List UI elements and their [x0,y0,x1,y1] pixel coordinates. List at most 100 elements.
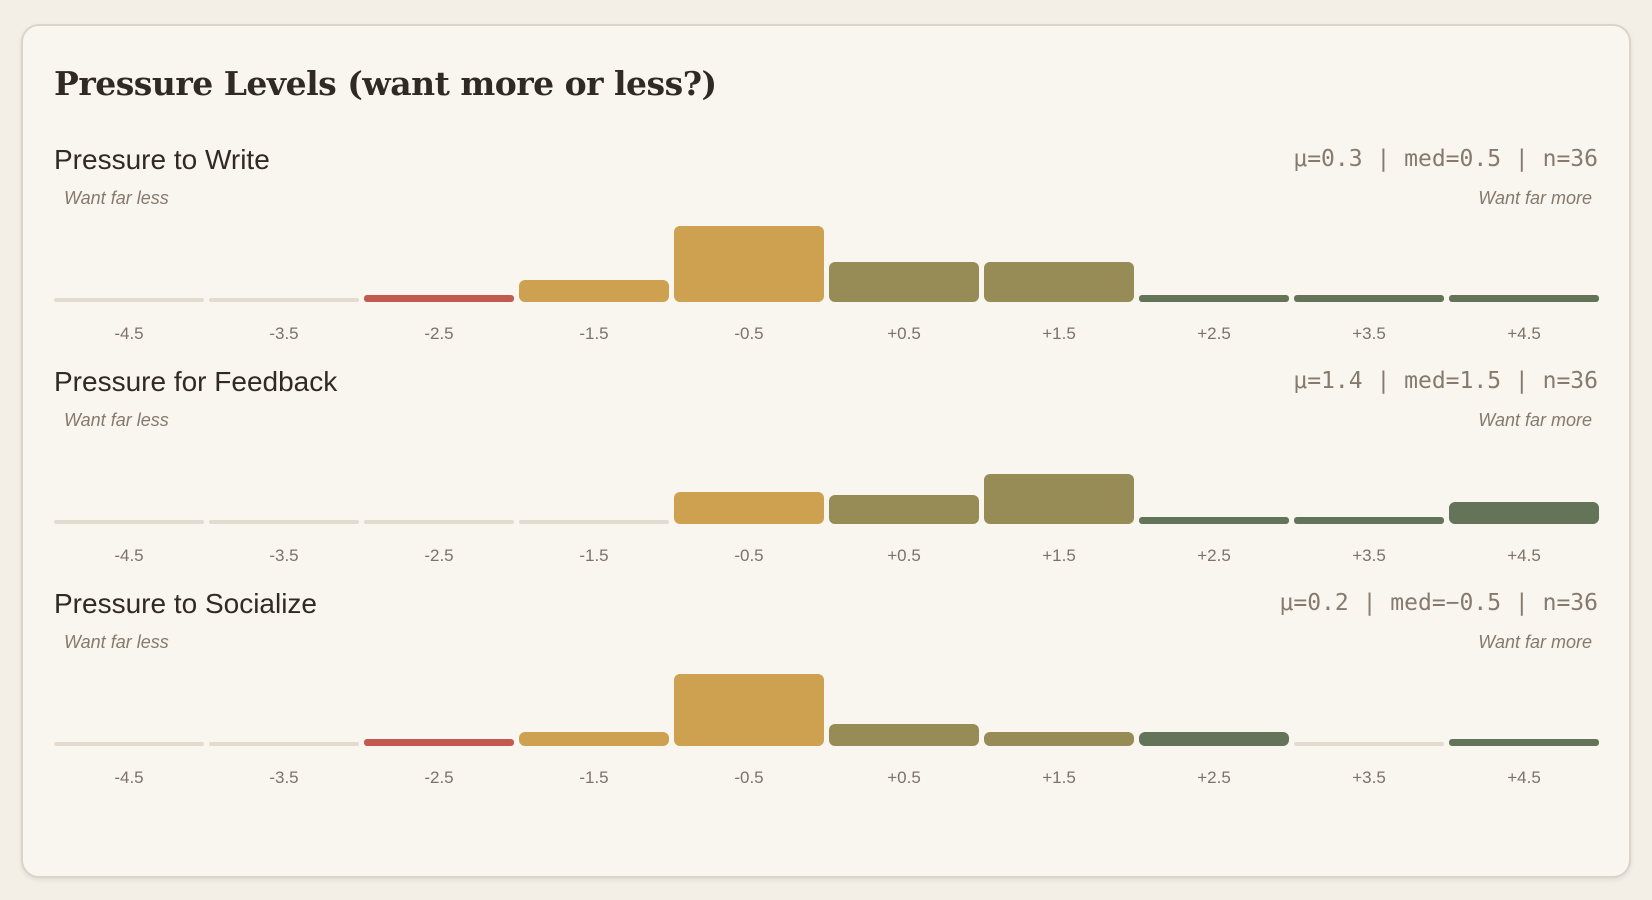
histogram-bar [1139,294,1289,302]
histogram-bar [54,520,204,524]
histogram-bin: +0.5 [829,426,979,566]
histogram-bin: -0.5 [674,426,824,566]
histogram-bar [364,295,514,302]
histogram-bin: -3.5 [209,426,359,566]
want-more-label: Want far more [1478,410,1592,430]
bin-label: +3.5 [1352,324,1386,343]
histogram-bar [209,742,359,746]
histogram-bin: +1.5 [984,648,1134,788]
bin-label: +4.5 [1507,546,1541,565]
histogram-bar [54,742,204,746]
bin-label: +4.5 [1507,768,1541,787]
bin-label: +4.5 [1507,324,1541,343]
bin-label: +2.5 [1197,768,1231,787]
histogram-bar [1139,731,1289,746]
bin-label: +1.5 [1042,768,1076,787]
histogram-bin: +0.5 [829,204,979,344]
bin-label: -4.5 [114,324,144,343]
bin-label: -3.5 [269,768,299,787]
histogram-bar [829,262,979,302]
histogram-bin: +1.5 [984,426,1134,566]
bin-label: -0.5 [734,324,764,343]
histogram-bar [364,739,514,746]
histogram-section: Pressure for Feedback μ=1.4 | med=1.5 | … [23,366,1629,588]
histogram-bin: -1.5 [519,648,669,788]
bin-label: +0.5 [887,324,921,343]
chart-card: Pressure Levels (want more or less?) Pre… [21,24,1631,878]
bin-label: +0.5 [887,768,921,787]
bin-label: -0.5 [734,768,764,787]
histogram-bar [209,520,359,524]
histogram-bar [1449,739,1599,746]
histogram-bin: +2.5 [1139,648,1289,788]
histogram-bin: +3.5 [1294,204,1444,344]
want-less-label: Want far less [64,188,169,208]
want-less-label: Want far less [64,410,169,430]
histogram-bin: +1.5 [984,204,1134,344]
histogram-bar [984,473,1134,524]
histogram-bin: +2.5 [1139,204,1289,344]
bin-label: -0.5 [734,546,764,565]
histogram-bin: -4.5 [54,204,204,344]
histogram-bin: +3.5 [1294,426,1444,566]
histogram-bin: -0.5 [674,648,824,788]
section-stats: μ=1.4 | med=1.5 | n=36 [1293,368,1598,394]
histogram-bin: -1.5 [519,426,669,566]
page-title: Pressure Levels (want more or less?) [54,64,717,103]
bin-label: -4.5 [114,546,144,565]
histogram-bar [1139,516,1289,524]
histogram-bar [54,298,204,302]
histogram-bar [674,491,824,524]
histogram: -4.5 -3.5 -2.5 -1.5 -0.5 +0.5 +1.5 +2.5 +3.5 +4.5 [54,426,1602,566]
histogram-bin: -3.5 [209,648,359,788]
histogram-bin: +4.5 [1449,204,1599,344]
histogram-bin: -2.5 [364,648,514,788]
want-more-label: Want far more [1478,632,1592,652]
bin-label: -2.5 [424,768,454,787]
histogram-bar [984,731,1134,746]
histogram-bin: +4.5 [1449,648,1599,788]
histogram-bar [1294,516,1444,524]
histogram-bin: -2.5 [364,426,514,566]
histogram-bin: -1.5 [519,204,669,344]
histogram-bin: -0.5 [674,204,824,344]
bin-label: -1.5 [579,546,609,565]
histogram-bar [364,520,514,524]
bin-label: +2.5 [1197,546,1231,565]
histogram-bin: -4.5 [54,426,204,566]
want-less-label: Want far less [64,632,169,652]
histogram-bar [1449,502,1599,524]
bin-label: +0.5 [887,546,921,565]
bin-label: +1.5 [1042,324,1076,343]
histogram-bin: -4.5 [54,648,204,788]
histogram-bar [1294,742,1444,746]
bin-label: -3.5 [269,546,299,565]
section-title: Pressure to Socialize [54,588,318,619]
section-stats: μ=0.3 | med=0.5 | n=36 [1293,146,1598,172]
histogram-bin: +3.5 [1294,648,1444,788]
histogram-section: Pressure to Socialize μ=0.2 | med=−0.5 |… [23,588,1629,810]
histogram-bar [829,495,979,524]
histogram-bar [519,280,669,302]
bin-label: -1.5 [579,768,609,787]
histogram-bar [209,298,359,302]
histogram-bar [1294,295,1444,302]
histogram-bar [674,674,824,746]
bin-label: +2.5 [1197,324,1231,343]
bin-label: +1.5 [1042,546,1076,565]
bin-label: -4.5 [114,768,144,787]
histogram-section: Pressure to Write μ=0.3 | med=0.5 | n=36… [23,144,1629,366]
bin-label: +3.5 [1352,768,1386,787]
bin-label: -2.5 [424,546,454,565]
section-stats: μ=0.2 | med=−0.5 | n=36 [1279,590,1599,616]
bin-label: -1.5 [579,324,609,343]
bin-label: -3.5 [269,324,299,343]
histogram-bin: +0.5 [829,648,979,788]
histogram-bar [1449,295,1599,302]
bin-label: +3.5 [1352,546,1386,565]
histogram-bin: +2.5 [1139,426,1289,566]
histogram-bin: -2.5 [364,204,514,344]
histogram-bin: +4.5 [1449,426,1599,566]
histogram: -4.5 -3.5 -2.5 -1.5 -0.5 +0.5 +1.5 +2.5 +3.5 +4.5 [54,204,1602,344]
histogram-bar [984,262,1134,302]
